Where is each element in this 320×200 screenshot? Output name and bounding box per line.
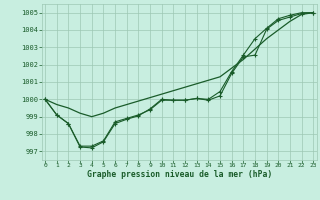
X-axis label: Graphe pression niveau de la mer (hPa): Graphe pression niveau de la mer (hPa) <box>87 170 272 179</box>
